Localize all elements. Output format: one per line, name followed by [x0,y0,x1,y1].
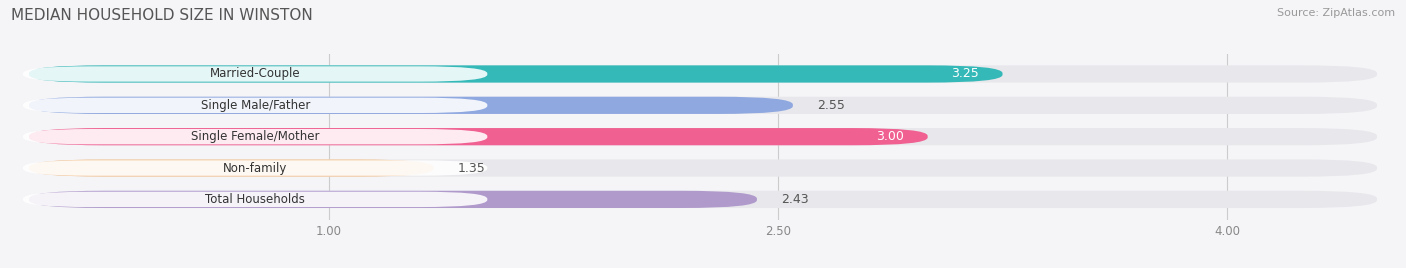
Text: Single Male/Father: Single Male/Father [201,99,309,112]
FancyBboxPatch shape [22,66,488,82]
Text: 3.25: 3.25 [950,68,979,80]
Text: 3.00: 3.00 [876,130,904,143]
Text: Single Female/Mother: Single Female/Mother [191,130,319,143]
Text: 2.55: 2.55 [817,99,845,112]
FancyBboxPatch shape [30,97,1376,114]
FancyBboxPatch shape [22,129,488,144]
FancyBboxPatch shape [30,128,928,145]
FancyBboxPatch shape [30,159,1376,177]
FancyBboxPatch shape [30,159,433,177]
FancyBboxPatch shape [22,98,488,113]
Text: Total Households: Total Households [205,193,305,206]
FancyBboxPatch shape [30,128,1376,145]
FancyBboxPatch shape [30,65,1376,83]
FancyBboxPatch shape [22,160,488,176]
FancyBboxPatch shape [30,191,756,208]
Text: Source: ZipAtlas.com: Source: ZipAtlas.com [1277,8,1395,18]
FancyBboxPatch shape [22,192,488,207]
FancyBboxPatch shape [30,65,1002,83]
FancyBboxPatch shape [30,97,793,114]
Text: 2.43: 2.43 [780,193,808,206]
FancyBboxPatch shape [30,191,1376,208]
Text: MEDIAN HOUSEHOLD SIZE IN WINSTON: MEDIAN HOUSEHOLD SIZE IN WINSTON [11,8,314,23]
Text: Married-Couple: Married-Couple [209,68,301,80]
Text: Non-family: Non-family [224,162,287,174]
Text: 1.35: 1.35 [457,162,485,174]
